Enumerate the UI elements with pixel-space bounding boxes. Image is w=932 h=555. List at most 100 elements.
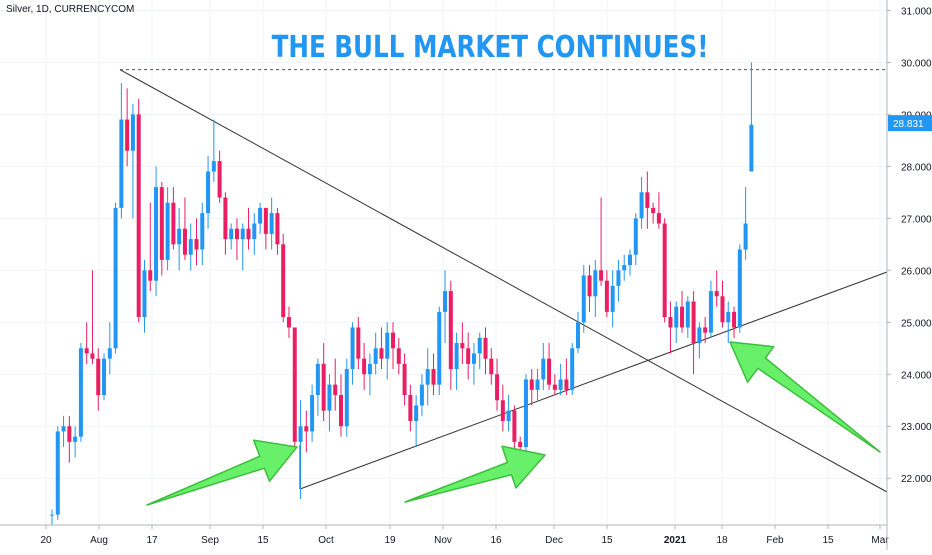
candle (489, 348, 494, 385)
candle-body (73, 436, 78, 442)
candle-body (593, 270, 598, 297)
candle-body (680, 306, 685, 328)
x-tick-label: Sep (201, 535, 219, 546)
candle (113, 202, 118, 354)
candle (321, 343, 326, 422)
candle-body (78, 348, 83, 437)
candle-body (495, 374, 500, 401)
candle (136, 98, 141, 323)
candle (90, 270, 95, 364)
candle (708, 280, 713, 338)
candle (142, 259, 147, 333)
candle-body (685, 301, 690, 328)
candle-body (119, 119, 124, 208)
candle-body (443, 291, 448, 312)
candle-body (102, 358, 107, 396)
candle (743, 187, 748, 260)
candle (639, 176, 644, 229)
y-tick-label: 22.000 (901, 474, 932, 485)
candle (703, 317, 708, 344)
x-tick-label: Feb (766, 535, 784, 546)
candle (252, 213, 257, 255)
candle (668, 301, 673, 354)
candle-body (223, 197, 228, 240)
candle (593, 259, 598, 318)
candle-body (281, 244, 286, 318)
x-tick-label: Nov (434, 535, 452, 546)
candle-body (194, 239, 199, 250)
y-tick-label: 28.000 (901, 162, 932, 173)
candle-body (500, 400, 505, 422)
candle-body (697, 327, 702, 344)
candle-body (125, 119, 130, 151)
candle-body (154, 187, 159, 281)
candle (344, 358, 349, 437)
candle-body (651, 207, 656, 214)
candle-body (50, 514, 54, 516)
candle-body (512, 410, 517, 442)
candle-body (564, 379, 569, 390)
y-tick-label: 25.000 (901, 318, 932, 329)
candle-body (373, 348, 378, 364)
candle-body (506, 410, 511, 422)
chart-title: THE BULL MARKET CONTINUES! (271, 30, 709, 65)
candle (604, 270, 609, 318)
candle (182, 197, 187, 260)
candle (460, 322, 465, 364)
candle (552, 374, 557, 396)
candle (148, 202, 153, 292)
candle-body (599, 270, 604, 281)
candle-body (714, 291, 719, 297)
candle (84, 322, 89, 364)
candle-body (720, 296, 725, 323)
green-arrow-icon (404, 445, 546, 503)
candle-body (691, 301, 696, 344)
candle-body (321, 363, 326, 411)
candle-body (136, 114, 141, 318)
x-tick-label: 2021 (664, 535, 687, 546)
candle-body (96, 358, 101, 396)
candle-body (298, 426, 303, 442)
x-tick-label: Mar (871, 535, 889, 546)
candle (431, 353, 436, 396)
candle-body (339, 395, 343, 427)
candle (373, 332, 378, 375)
candle-body (737, 249, 742, 328)
candle (50, 509, 54, 525)
candle-body (165, 202, 170, 260)
candle (564, 358, 569, 396)
candle (240, 223, 245, 271)
candle-body (55, 431, 60, 515)
candle-body (246, 228, 251, 240)
candle-body (258, 207, 263, 224)
candle (379, 327, 384, 370)
candle (350, 322, 355, 385)
candle-body (460, 343, 465, 349)
candle-body (425, 369, 430, 385)
candle-body (743, 223, 748, 250)
candle (495, 358, 500, 411)
candle (211, 119, 216, 182)
ascending-trendline (299, 271, 888, 490)
candle (726, 301, 731, 344)
candle (483, 327, 488, 375)
candle (78, 343, 83, 442)
candle-body (379, 348, 384, 359)
last-price-badge (888, 115, 932, 132)
candle-body (304, 426, 309, 432)
candle (356, 317, 361, 370)
candle-body (130, 114, 135, 151)
candle-body (448, 291, 453, 370)
x-tick-label: 20 (40, 535, 52, 546)
candle-body (518, 441, 523, 448)
x-tick-label: 15 (257, 535, 269, 546)
candle-body (402, 363, 407, 396)
candle-body (292, 327, 297, 442)
candle (275, 207, 280, 255)
candle (732, 306, 737, 338)
candle (188, 223, 193, 271)
y-tick-label: 23.000 (901, 422, 932, 433)
candle (385, 322, 390, 380)
candle-body (477, 337, 482, 354)
